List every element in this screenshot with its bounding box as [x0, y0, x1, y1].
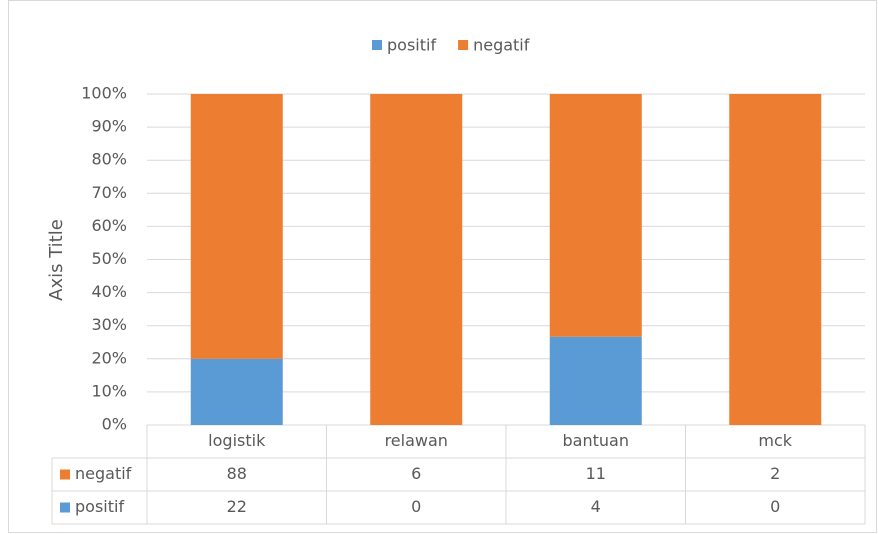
- bar-segment: [190, 94, 283, 359]
- table-cell: 6: [411, 464, 421, 483]
- legend-swatch: [372, 40, 382, 50]
- table-legend-key: [60, 502, 70, 513]
- legend-label: positif: [387, 36, 436, 55]
- bar-segment: [549, 336, 642, 425]
- y-tick-label: 50%: [91, 249, 127, 268]
- table-cell: 22: [227, 497, 247, 516]
- x-tick-label: mck: [758, 431, 792, 450]
- x-tick-label: bantuan: [563, 431, 629, 450]
- y-tick-label: 80%: [91, 150, 127, 169]
- y-tick-label: 20%: [91, 348, 127, 367]
- table-row-label: negatif: [75, 464, 132, 483]
- y-tick-label: 10%: [91, 381, 127, 400]
- x-tick-label: relawan: [385, 431, 448, 450]
- table-cell: 2: [770, 464, 780, 483]
- y-tick-label: 40%: [91, 282, 127, 301]
- table-row-label: positif: [75, 497, 124, 516]
- x-tick-label: logistik: [208, 431, 266, 450]
- y-tick-label: 100%: [81, 84, 127, 103]
- table-cell: 88: [227, 464, 247, 483]
- y-tick-label: 90%: [91, 117, 127, 136]
- table-cell: 11: [586, 464, 606, 483]
- bar-segment: [549, 94, 642, 337]
- y-tick-label: 60%: [91, 216, 127, 235]
- y-axis-title: Axis Title: [46, 219, 67, 301]
- table-cell: 0: [411, 497, 421, 516]
- bar-segment: [729, 94, 822, 425]
- table-cell: 4: [591, 497, 601, 516]
- y-tick-label: 30%: [91, 315, 127, 334]
- bar-segment: [370, 94, 463, 425]
- y-tick-label: 70%: [91, 183, 127, 202]
- legend-label: negatif: [473, 36, 530, 55]
- bar-segment: [190, 358, 283, 425]
- table-legend-key: [60, 469, 70, 480]
- table-cell: 0: [770, 497, 780, 516]
- y-tick-label: 0%: [102, 415, 127, 434]
- legend-swatch: [458, 40, 469, 50]
